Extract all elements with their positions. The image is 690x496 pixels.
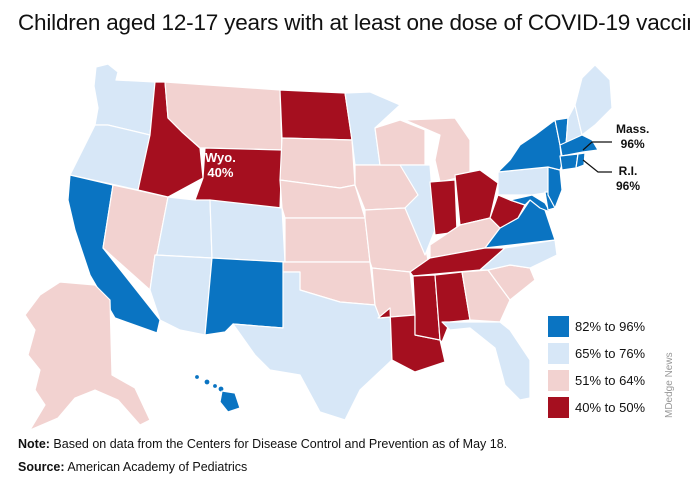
state-maryland (509, 194, 551, 213)
state-north-carolina (479, 239, 558, 271)
state-kansas (284, 217, 371, 263)
note-label: Note: (18, 437, 50, 451)
state-colorado (209, 199, 286, 263)
wyoming-value: 40% (207, 165, 234, 180)
rhode-island-callout: R.I. 96% (616, 164, 640, 194)
legend-item: 82% to 96% (548, 316, 645, 337)
massachusetts-value: 96% (620, 137, 645, 151)
rhode-island-value: 96% (616, 179, 641, 193)
state-indiana (429, 179, 458, 236)
state-washington (93, 63, 156, 136)
legend-swatch (548, 316, 569, 337)
mass-callout-line (582, 141, 612, 151)
chart-title: Children aged 12-17 years with at least … (18, 10, 690, 35)
source-label: Source: (18, 460, 65, 474)
state-mississippi (412, 274, 441, 341)
legend-item: 65% to 76% (548, 343, 645, 364)
credit-text: MDedge News (664, 352, 675, 418)
note-text: Based on data from the Centers for Disea… (49, 437, 508, 451)
state-new-york (497, 119, 563, 173)
legend-swatch (548, 370, 569, 391)
state-south-dakota (279, 137, 356, 189)
state-hawaii (193, 373, 241, 413)
state-florida (441, 321, 531, 401)
state-ohio (454, 169, 499, 226)
state-arkansas (371, 267, 416, 319)
wyoming-callout: Wyo. 40% (205, 150, 236, 180)
massachusetts-callout: Mass. 96% (616, 122, 649, 152)
wyoming-label: Wyo. (205, 150, 236, 165)
legend-label: 82% to 96% (575, 319, 646, 334)
source-text: American Academy of Pediatrics (64, 460, 248, 474)
state-texas (232, 271, 393, 421)
state-rhode-island (575, 152, 586, 169)
state-illinois (399, 164, 436, 256)
state-connecticut (559, 153, 579, 171)
rhode-island-label: R.I. (618, 164, 638, 178)
state-nebraska (279, 179, 366, 219)
state-alaska (24, 281, 151, 431)
legend-swatch (548, 343, 569, 364)
state-wisconsin (374, 119, 426, 166)
legend-item: 40% to 50% (548, 397, 645, 418)
legend-label: 51% to 64% (575, 373, 646, 388)
footer-source: Source: American Academy of Pediatrics (18, 460, 247, 474)
legend-label: 65% to 76% (575, 346, 646, 361)
footer-note: Note: Based on data from the Centers for… (18, 437, 678, 451)
legend-label: 40% to 50% (575, 400, 646, 415)
state-north-dakota (279, 89, 353, 141)
state-maine (574, 64, 613, 136)
legend-item: 51% to 64% (548, 370, 645, 391)
ri-callout-line (582, 159, 612, 173)
state-new-mexico (204, 257, 286, 336)
legend-swatch (548, 397, 569, 418)
massachusetts-label: Mass. (616, 122, 650, 136)
legend: 82% to 96% 65% to 76% 51% to 64% 40% to … (548, 316, 645, 424)
